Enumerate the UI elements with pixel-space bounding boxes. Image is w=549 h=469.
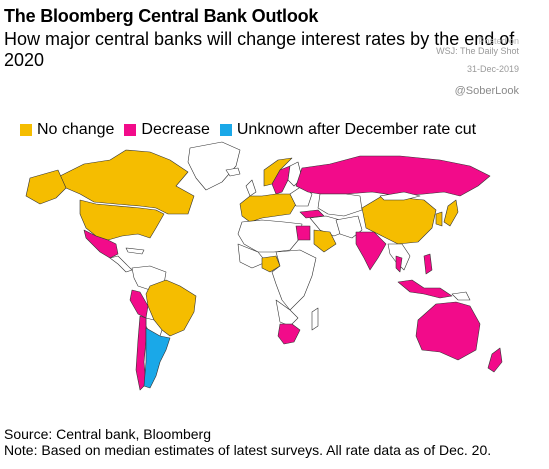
country-greenland [187, 141, 241, 191]
region-euro-area [239, 193, 297, 223]
country-png [451, 291, 471, 301]
watermark-handle: @SoberLook [454, 85, 519, 97]
legend-swatch-no-change [20, 124, 32, 136]
region-north-africa [237, 219, 303, 253]
country-india [355, 231, 387, 271]
country-japan [443, 199, 459, 227]
footer: Source: Central bank, Bloomberg Note: Ba… [4, 426, 491, 458]
country-philippines [423, 253, 433, 275]
region-caribbean [125, 247, 145, 255]
watermark-date: 31-Dec-2019 [466, 64, 519, 74]
legend-label-unknown: Unknown after December rate cut [236, 121, 477, 138]
country-thailand [395, 255, 403, 273]
country-indonesia [397, 279, 453, 299]
region-central-east-africa [271, 249, 317, 311]
country-south-africa [277, 323, 301, 345]
legend-label-decrease: Decrease [141, 121, 210, 138]
country-uk [245, 179, 257, 197]
region-west-africa [237, 243, 267, 269]
country-australia [415, 301, 481, 361]
region-central-asia [317, 193, 363, 217]
world-map [25, 141, 503, 391]
country-korea [435, 211, 443, 227]
country-canada [59, 149, 195, 215]
country-argentina [143, 327, 171, 389]
legend-item-decrease: Decrease [124, 121, 210, 139]
country-saudi-arabia [313, 229, 337, 253]
legend-swatch-unknown [219, 124, 232, 136]
legend-swatch-decrease [124, 124, 137, 136]
country-peru [129, 289, 149, 319]
watermark-source: WSJ: The Daily Shot [436, 46, 519, 56]
region-southern-africa [275, 299, 299, 327]
country-united-states [79, 199, 165, 241]
country-madagascar [311, 307, 319, 331]
chart-title: The Bloomberg Central Bank Outlook [4, 6, 319, 26]
footer-note: Note: Based on median estimates of lates… [4, 442, 492, 458]
country-egypt [295, 225, 311, 241]
country-mongolia [379, 191, 421, 201]
watermark-posted-on: Posted on [478, 36, 519, 46]
country-russia [295, 155, 491, 197]
country-iceland [225, 167, 241, 177]
country-nigeria [261, 255, 281, 273]
footer-source: Source: Central bank, Bloomberg [4, 426, 211, 442]
region-central-america [109, 255, 133, 273]
country-alaska [25, 169, 67, 205]
legend-label-no-change: No change [37, 121, 115, 138]
chart-subtitle: How major central banks will change inte… [4, 29, 515, 70]
country-brazil [145, 279, 197, 337]
legend: No change Decrease Unknown after Decembe… [20, 121, 486, 139]
legend-item-unknown: Unknown after December rate cut [219, 121, 477, 139]
legend-item-no-change: No change [20, 121, 114, 139]
country-new-zealand [487, 347, 503, 373]
country-mexico [83, 229, 119, 259]
